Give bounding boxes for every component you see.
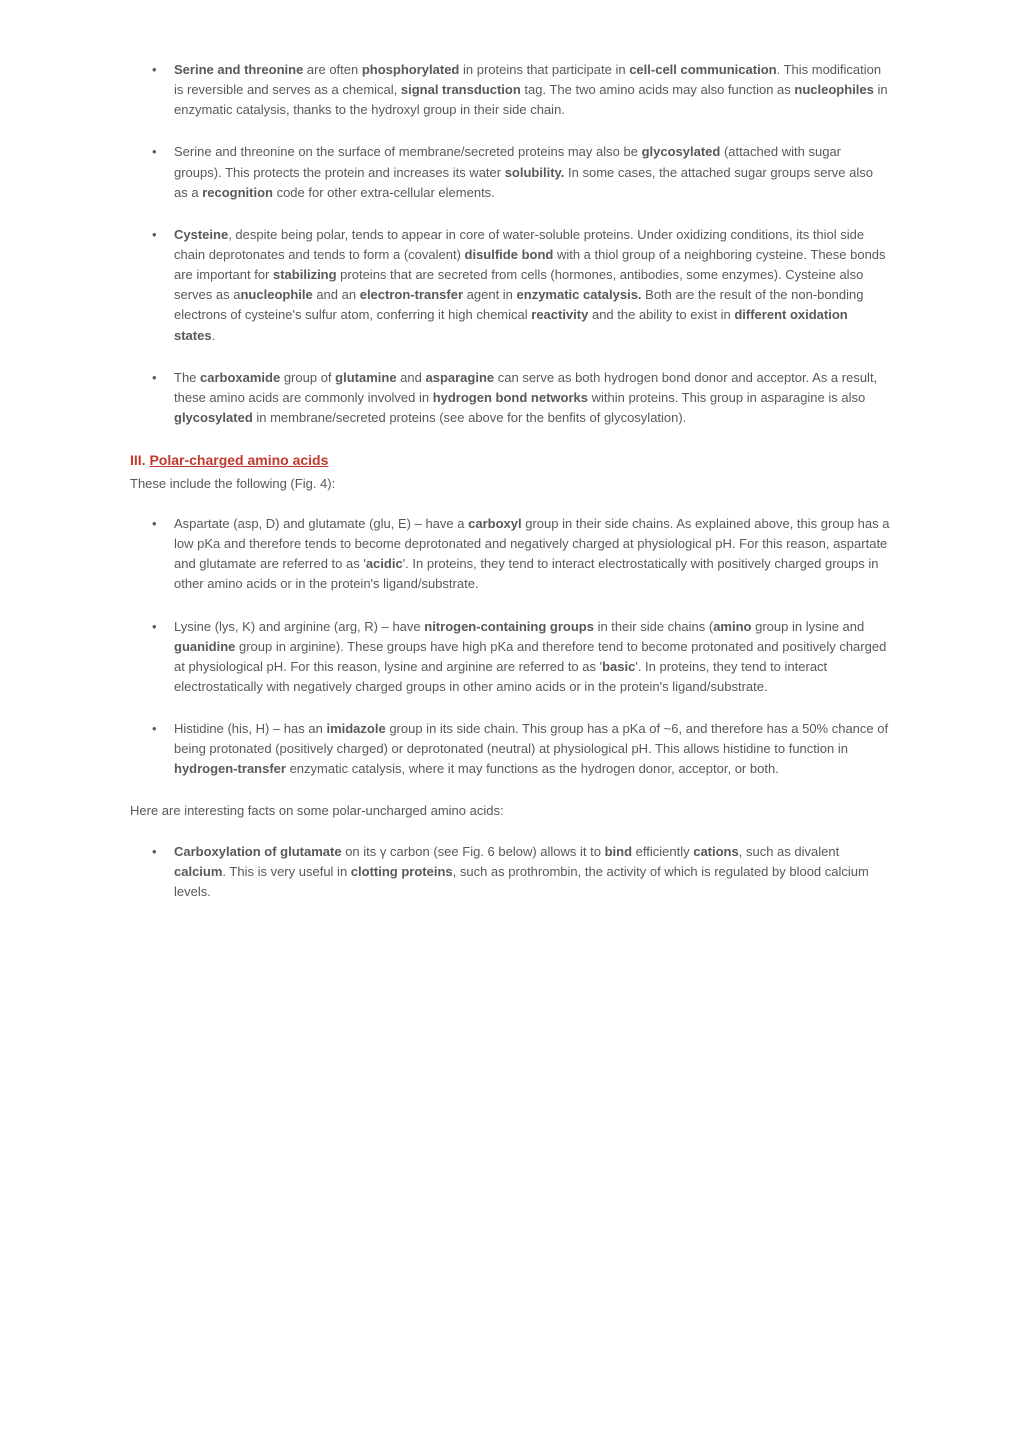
list-item: Aspartate (asp, D) and glutamate (glu, E… xyxy=(130,514,890,595)
heading-prefix: III. xyxy=(130,452,149,468)
list-item: Serine and threonine on the surface of m… xyxy=(130,142,890,202)
bullet-list-1: Serine and threonine are often phosphory… xyxy=(130,60,890,428)
list-item: Histidine (his, H) – has an imidazole gr… xyxy=(130,719,890,779)
section-heading-3: III. Polar-charged amino acids xyxy=(130,450,890,472)
section-intro: These include the following (Fig. 4): xyxy=(130,474,890,494)
list-item: Serine and threonine are often phosphory… xyxy=(130,60,890,120)
bullet-list-3: Carboxylation of glutamate on its γ carb… xyxy=(130,842,890,902)
list-item: Lysine (lys, K) and arginine (arg, R) – … xyxy=(130,617,890,698)
list-item: The carboxamide group of glutamine and a… xyxy=(130,368,890,428)
heading-title: Polar-charged amino acids xyxy=(149,452,328,468)
paragraph-facts-intro: Here are interesting facts on some polar… xyxy=(130,801,890,821)
bullet-list-2: Aspartate (asp, D) and glutamate (glu, E… xyxy=(130,514,890,780)
list-item: Cysteine, despite being polar, tends to … xyxy=(130,225,890,346)
list-item: Carboxylation of glutamate on its γ carb… xyxy=(130,842,890,902)
